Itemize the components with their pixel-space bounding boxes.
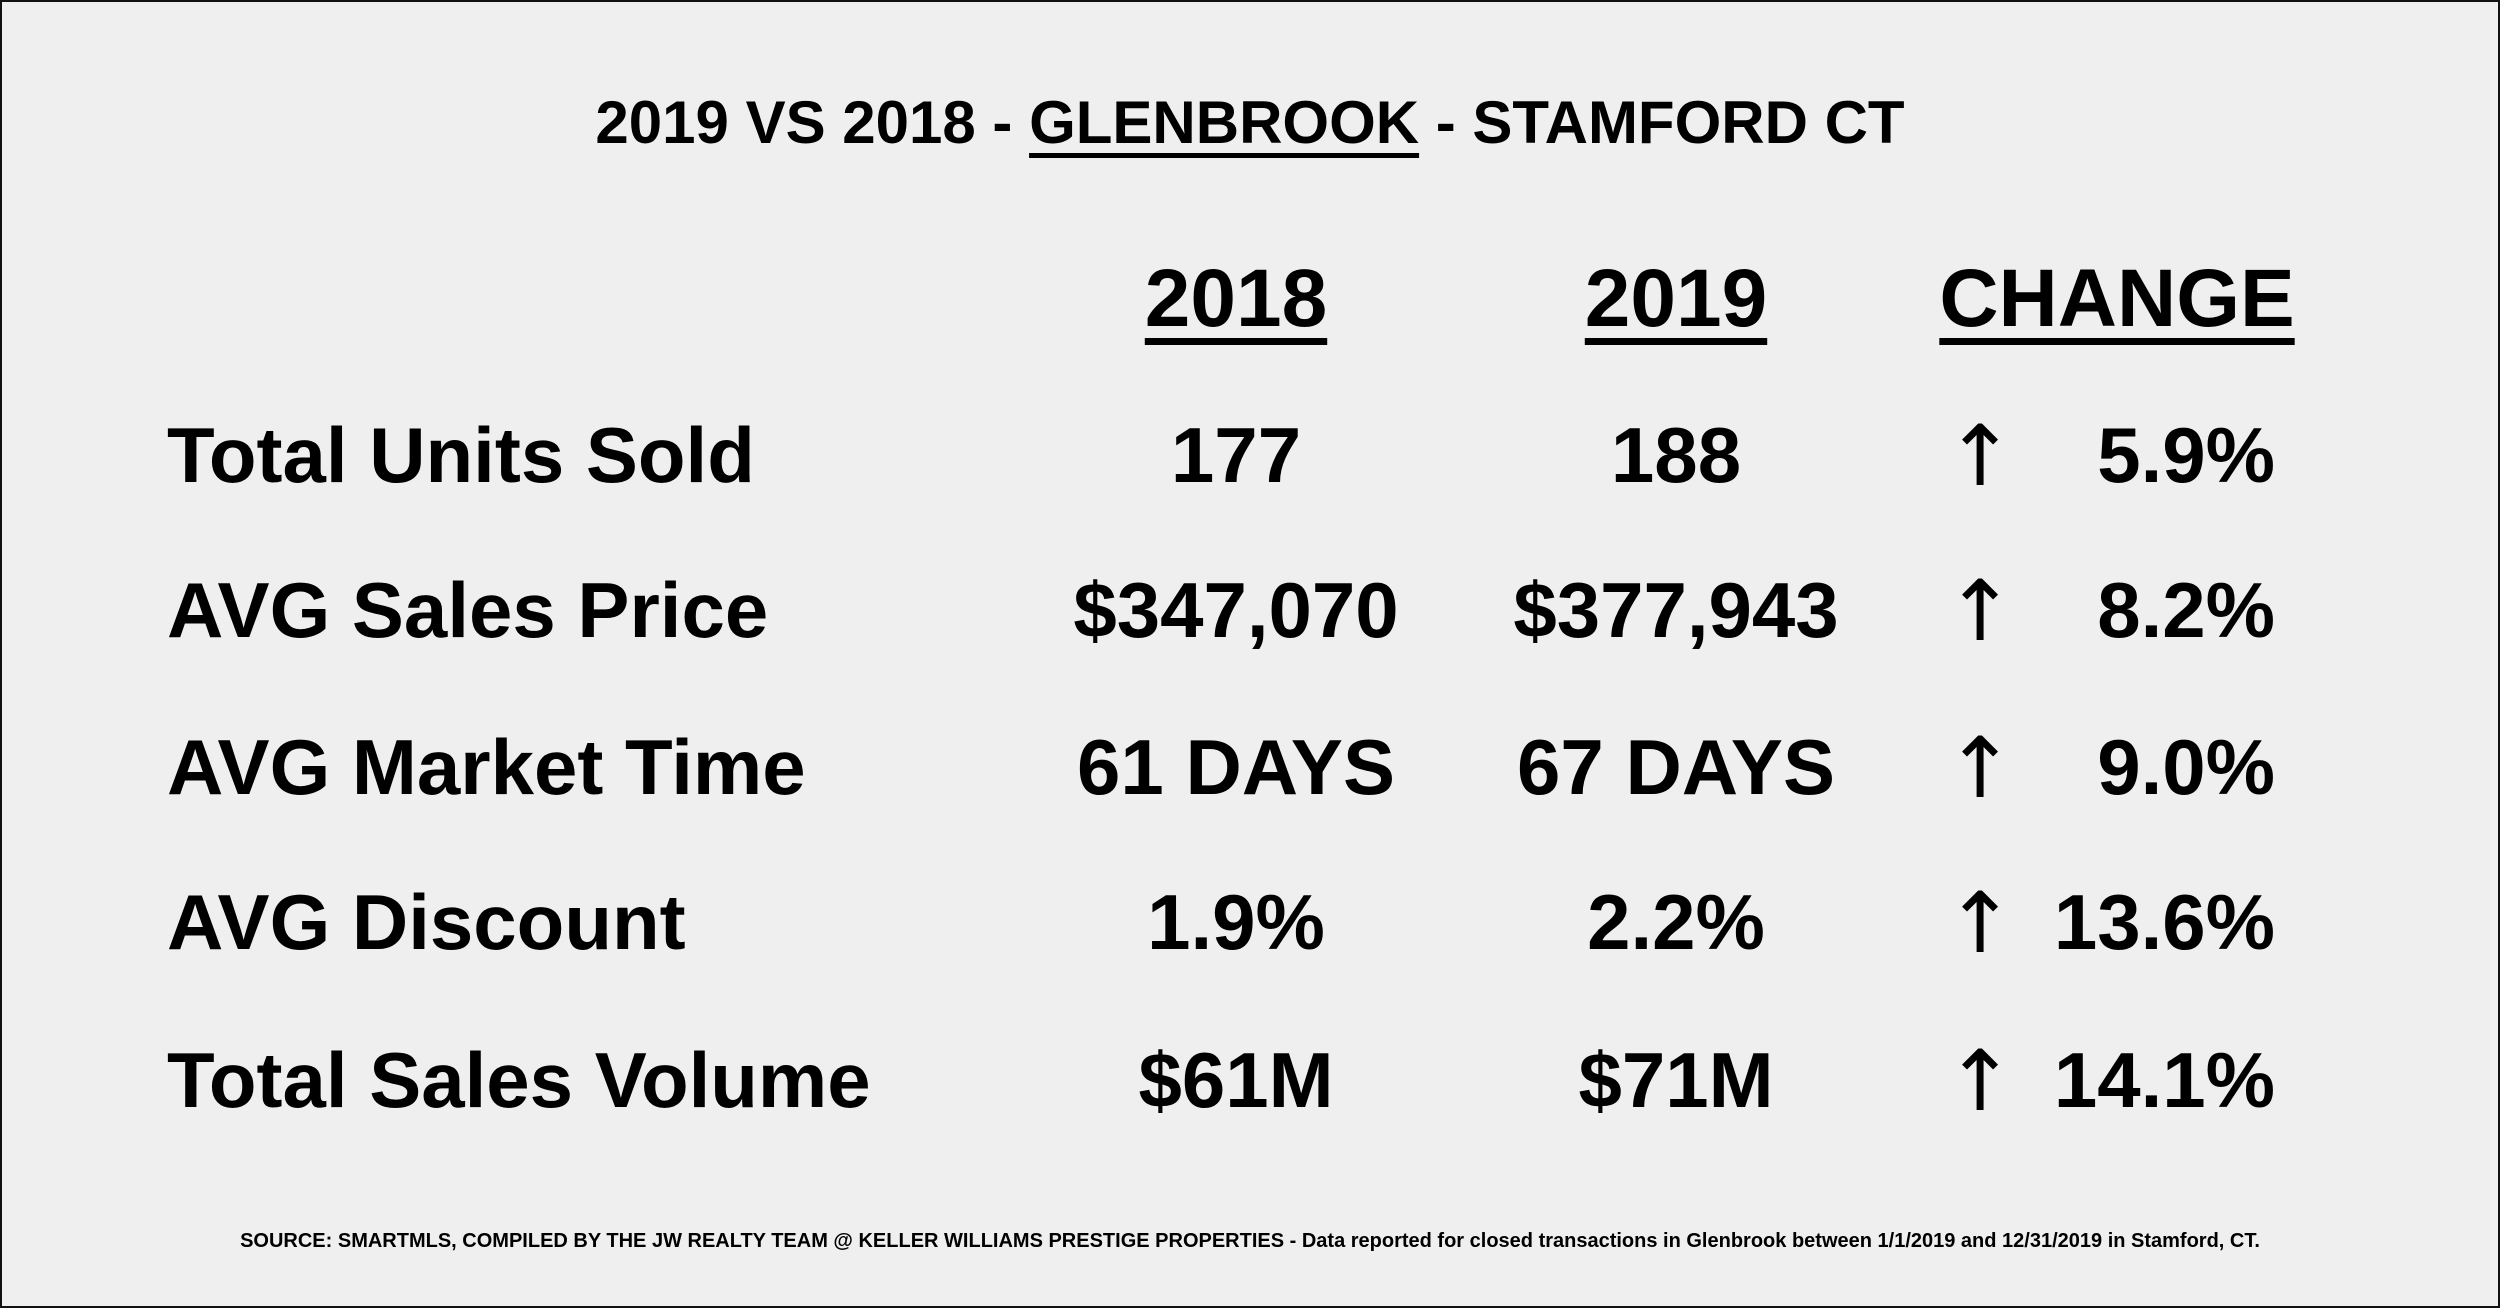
title-neighborhood: GLENBROOK (1029, 89, 1420, 156)
table-row: AVG Sales Price $347,070 $377,943 ↑ 8.2% (0, 565, 2500, 665)
up-arrow-icon: ↑ (1945, 874, 2016, 972)
table-row: AVG Market Time 61 DAYS 67 DAYS ↑ 9.0% (0, 722, 2500, 822)
row-label: AVG Sales Price (167, 566, 769, 654)
page-title: 2019 VS 2018 - GLENBROOK - STAMFORD CT (0, 88, 2500, 157)
value-2018: $347,070 (1073, 566, 1399, 654)
source-footnote: SOURCE: SMARTMLS, COMPILED BY THE JW REA… (240, 1230, 2260, 1252)
title-suffix: - STAMFORD CT (1419, 89, 1905, 156)
header-2018: 2018 (1144, 253, 1328, 344)
up-arrow-icon: ↑ (1945, 407, 2016, 505)
value-2019: $71M (1578, 1036, 1774, 1124)
title-prefix: 2019 VS 2018 - (595, 89, 1030, 156)
change-value: 5.9% (2097, 411, 2275, 499)
value-2018: $61M (1138, 1036, 1334, 1124)
change-cell: ↑ 8.2% (1945, 562, 2275, 660)
value-2019: 2.2% (1587, 878, 1765, 966)
value-2018: 61 DAYS (1077, 723, 1395, 811)
change-cell: ↑ 5.9% (1945, 407, 2275, 505)
header-change: CHANGE (1939, 253, 2295, 344)
row-label: Total Units Sold (167, 411, 755, 499)
change-cell: ↑ 9.0% (1945, 719, 2275, 817)
value-2018: 1.9% (1147, 878, 1325, 966)
up-arrow-icon: ↑ (1945, 562, 2016, 660)
value-2019: $377,943 (1513, 566, 1839, 654)
table-row: Total Sales Volume $61M $71M ↑ 14.1% (0, 1035, 2500, 1135)
change-cell: ↑ 14.1% (1945, 1032, 2275, 1130)
table-row: AVG Discount 1.9% 2.2% ↑ 13.6% (0, 877, 2500, 977)
up-arrow-icon: ↑ (1945, 719, 2016, 817)
value-2018: 177 (1170, 411, 1302, 499)
change-value: 8.2% (2097, 566, 2275, 654)
change-value: 13.6% (2053, 878, 2275, 966)
change-value: 9.0% (2097, 723, 2275, 811)
up-arrow-icon: ↑ (1945, 1032, 2016, 1130)
row-label: AVG Market Time (167, 723, 806, 811)
value-2019: 188 (1610, 411, 1742, 499)
row-label: AVG Discount (167, 878, 686, 966)
table-row: Total Units Sold 177 188 ↑ 5.9% (0, 410, 2500, 510)
row-label: Total Sales Volume (167, 1036, 871, 1124)
change-value: 14.1% (2053, 1036, 2275, 1124)
value-2019: 67 DAYS (1517, 723, 1835, 811)
change-cell: ↑ 13.6% (1945, 874, 2275, 972)
header-2019: 2019 (1584, 253, 1768, 344)
